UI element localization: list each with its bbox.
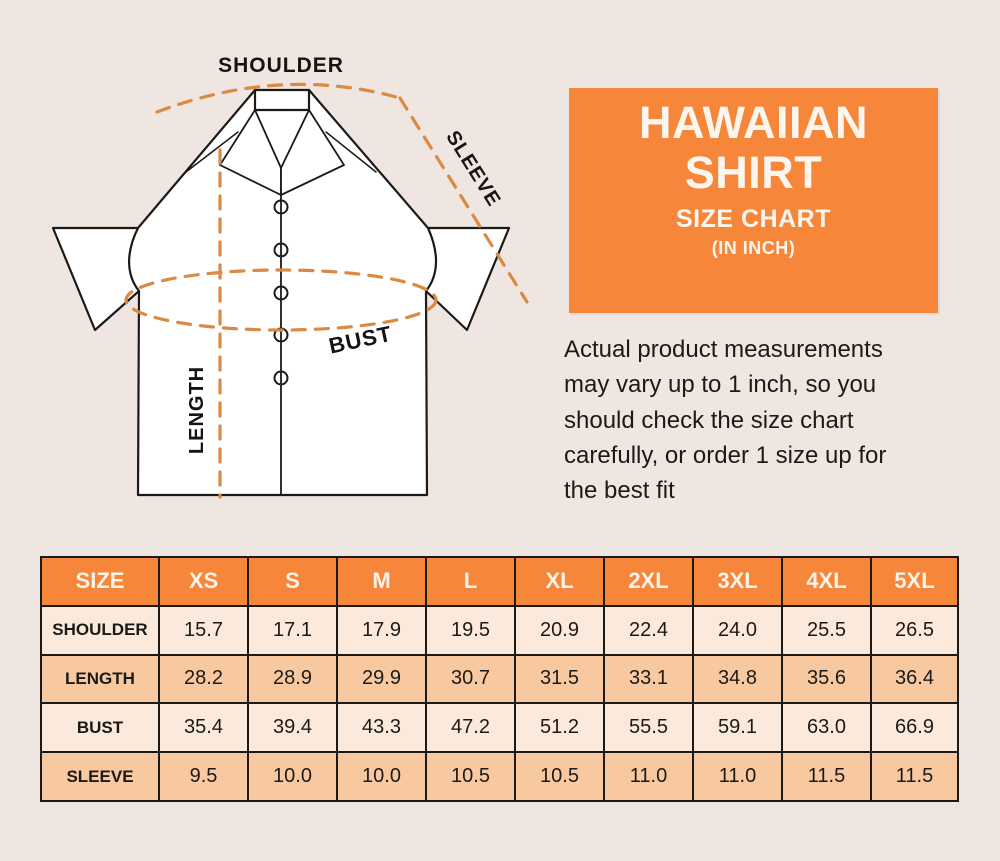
svg-text:LENGTH: LENGTH [186,366,208,454]
svg-text:SHOULDER: SHOULDER [218,54,344,77]
svg-text:SLEEVE: SLEEVE [441,127,505,211]
